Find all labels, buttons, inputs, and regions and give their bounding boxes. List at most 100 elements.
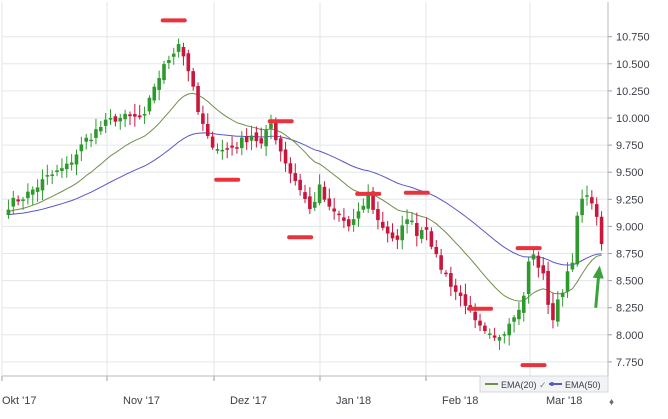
candle-body (84, 137, 89, 142)
candle-body (585, 195, 589, 197)
x-tick-label: Okt '17 (2, 395, 37, 407)
candle-body (186, 53, 191, 72)
legend-dot (550, 382, 554, 386)
candle-body (103, 119, 108, 126)
candle-body (60, 168, 64, 172)
candle-body (580, 198, 584, 216)
candle-body (449, 273, 453, 287)
y-tick-label: 10.750 (616, 32, 650, 44)
candle-body (303, 192, 307, 199)
candle-body (517, 309, 521, 320)
candle-body (167, 60, 171, 63)
candle-body (244, 136, 249, 143)
candle-body (380, 221, 385, 228)
axes: 7.750 8.000 8.250 8.500 8.750 9.000 9.250 9.500… (1, 2, 650, 408)
candle-body (439, 255, 443, 270)
x-tick-label: Jan '18 (336, 395, 371, 407)
candle-body (556, 299, 560, 322)
candle-body (225, 148, 230, 150)
candle-body (11, 197, 16, 207)
candle-body (191, 71, 195, 87)
candle-body (361, 205, 366, 210)
y-tick-label: 9.250 (616, 194, 644, 206)
candle-body (239, 137, 244, 149)
y-tick-label: 8.500 (616, 276, 644, 288)
ema20-line (8, 92, 602, 302)
candle-body (317, 184, 322, 204)
candle-body (342, 217, 346, 221)
ema50-line (8, 132, 602, 266)
candle-body (400, 225, 405, 241)
y-tick-label: 10.250 (616, 86, 650, 98)
candle-body (410, 220, 414, 223)
candle-body (526, 261, 531, 295)
candle-body (531, 254, 536, 260)
y-tick-label: 9.750 (616, 140, 644, 152)
candle-body (181, 46, 186, 57)
candle-body (278, 138, 283, 152)
x-tick-label: Mar '18 (546, 395, 582, 407)
candle-body (478, 320, 482, 326)
candle-body (196, 85, 200, 113)
candle-body (483, 325, 487, 332)
candle-body (512, 317, 516, 322)
candle-body (415, 223, 419, 236)
candle-body (16, 199, 20, 202)
candle-body (429, 231, 434, 247)
candle-body (147, 97, 152, 112)
candle-body (575, 215, 580, 265)
candle-body (274, 121, 278, 141)
y-tick-label: 9.500 (616, 167, 644, 179)
candle-body (69, 162, 74, 165)
candle-body (26, 191, 30, 199)
candle-body (6, 209, 11, 216)
candle-body (30, 189, 35, 195)
candle-body (405, 219, 409, 224)
candle-body (259, 138, 264, 144)
ema50-layer (8, 132, 602, 266)
candle-body (502, 334, 507, 336)
candle-body (123, 113, 127, 120)
candle-body (419, 230, 424, 239)
candle-body (137, 115, 142, 118)
candle-body (346, 219, 351, 227)
candle-body (21, 199, 25, 201)
candle-body (453, 285, 458, 292)
candle-body (99, 126, 103, 132)
candle-body (590, 197, 594, 204)
x-tick-label: Feb '18 (442, 395, 478, 407)
y-tick-label: 8.750 (616, 249, 644, 261)
candle-body (249, 135, 254, 141)
candle-body (89, 139, 93, 142)
candle-body (40, 179, 45, 191)
candle-body (254, 132, 259, 142)
candle-body (376, 209, 380, 221)
legend-label: EMA(20) (501, 380, 537, 390)
candle-body (205, 124, 210, 136)
candle-body (142, 113, 147, 116)
candle-body (235, 147, 239, 149)
candle-body (118, 117, 123, 122)
candle-body (45, 175, 50, 177)
candle-body (35, 187, 40, 192)
candle-body (113, 116, 118, 122)
legend-box (479, 375, 609, 393)
y-tick-label: 8.000 (616, 330, 644, 342)
ema20-layer (8, 92, 602, 302)
candle-body (570, 262, 575, 270)
candle-body (108, 117, 113, 120)
candle-body (463, 294, 468, 306)
candle-body (55, 170, 59, 173)
candle-body (507, 323, 511, 336)
candle-body (594, 204, 599, 217)
candle-body (162, 64, 166, 81)
candle-body (565, 271, 570, 292)
candle-body (536, 255, 541, 268)
candle-body (434, 246, 439, 255)
candle-body (541, 265, 546, 274)
candle-body (215, 149, 220, 151)
candle-body (128, 114, 132, 117)
candle-body (551, 303, 555, 321)
y-tick-label: 7.750 (616, 357, 644, 369)
